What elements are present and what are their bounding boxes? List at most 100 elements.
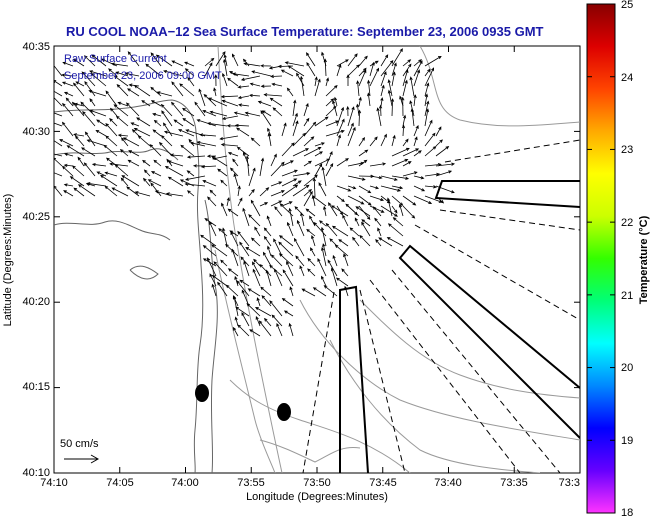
current-vector — [361, 219, 371, 227]
current-vector — [323, 58, 327, 77]
current-vector — [269, 97, 283, 107]
current-vector — [352, 236, 360, 247]
current-vector — [108, 68, 118, 77]
current-vector — [239, 279, 250, 287]
current-vector — [369, 185, 380, 190]
colorbar-tick-label: 20 — [621, 362, 633, 374]
current-vector — [313, 221, 327, 237]
current-vector — [269, 300, 283, 317]
current-vector — [259, 202, 269, 207]
current-vector — [413, 59, 423, 67]
current-vector — [347, 106, 355, 127]
current-vector — [204, 57, 215, 67]
current-vector — [74, 135, 85, 147]
current-vector — [90, 72, 107, 87]
current-vector — [156, 91, 173, 97]
current-vector — [303, 121, 317, 137]
current-vector — [281, 297, 294, 307]
current-vector — [289, 286, 294, 297]
current-vector — [227, 268, 239, 277]
current-vector — [61, 165, 74, 177]
current-vector — [424, 67, 434, 87]
current-vector — [220, 259, 228, 267]
current-vector — [124, 72, 140, 77]
current-vector — [346, 105, 350, 117]
current-vector — [305, 208, 316, 217]
current-vector — [312, 177, 316, 197]
current-vector — [242, 207, 250, 227]
current-vector — [284, 61, 305, 67]
current-vector — [372, 206, 382, 217]
current-vector — [133, 128, 151, 137]
current-vector — [402, 148, 420, 157]
current-vector — [104, 185, 118, 197]
current-vector — [240, 256, 250, 267]
current-vector — [109, 118, 118, 127]
current-vector — [54, 90, 63, 97]
x-tick-label: 74:00 — [171, 477, 199, 489]
current-vector — [128, 150, 140, 157]
current-vector — [310, 247, 316, 257]
current-vector — [369, 175, 383, 180]
current-vector — [126, 186, 140, 197]
current-vector — [178, 129, 195, 137]
current-vector — [391, 175, 410, 180]
shipping-lanes — [339, 180, 580, 473]
current-vector — [153, 119, 162, 127]
current-vector — [142, 177, 151, 187]
current-vector — [281, 201, 293, 207]
current-vector — [103, 144, 118, 157]
current-vector — [206, 122, 228, 127]
current-vector — [223, 54, 228, 67]
x-tick-label: 73:50 — [303, 477, 331, 489]
current-vector — [209, 189, 217, 197]
current-vector — [110, 107, 118, 117]
current-vector — [130, 122, 140, 127]
current-vector — [273, 238, 283, 257]
plot-frame — [53, 45, 581, 474]
current-vector — [254, 307, 272, 317]
current-vector — [167, 176, 184, 187]
current-vector — [248, 214, 261, 227]
current-vector — [203, 93, 217, 107]
current-vector — [152, 129, 162, 137]
current-vector — [105, 135, 118, 147]
current-vector — [314, 116, 329, 127]
current-vector — [250, 237, 261, 247]
current-vector — [95, 129, 107, 137]
current-vector — [88, 89, 107, 97]
current-vector — [117, 133, 129, 137]
current-vector — [369, 136, 378, 147]
current-vector — [358, 149, 369, 157]
current-vector — [248, 167, 256, 187]
current-vector — [115, 115, 129, 127]
current-vector — [281, 160, 294, 167]
current-vector — [100, 174, 118, 187]
y-tick-label: 40:10 — [22, 467, 50, 479]
current-vector — [380, 133, 387, 147]
current-vector — [435, 185, 455, 194]
current-vector — [245, 247, 261, 257]
current-vector — [253, 258, 261, 267]
current-vector — [325, 151, 333, 167]
y-axis: 40:35 40:30 40:25 40:20 40:15 40:10 Lati… — [2, 41, 50, 479]
current-vector — [241, 312, 250, 327]
current-vector — [391, 48, 403, 67]
current-vector — [150, 86, 162, 97]
current-vector — [153, 159, 162, 167]
current-vector — [225, 284, 239, 297]
current-vector — [222, 72, 228, 87]
current-vector — [367, 79, 371, 97]
current-vector — [246, 303, 261, 317]
current-vector — [374, 217, 382, 227]
current-vector — [236, 127, 250, 137]
current-vector — [186, 170, 195, 177]
current-vector — [356, 80, 360, 97]
current-vector — [62, 102, 74, 117]
current-vector — [252, 261, 261, 277]
current-vector — [180, 144, 195, 157]
current-vector — [237, 197, 243, 207]
current-vector — [211, 244, 228, 257]
current-vector — [150, 182, 162, 197]
current-vector — [200, 234, 217, 247]
